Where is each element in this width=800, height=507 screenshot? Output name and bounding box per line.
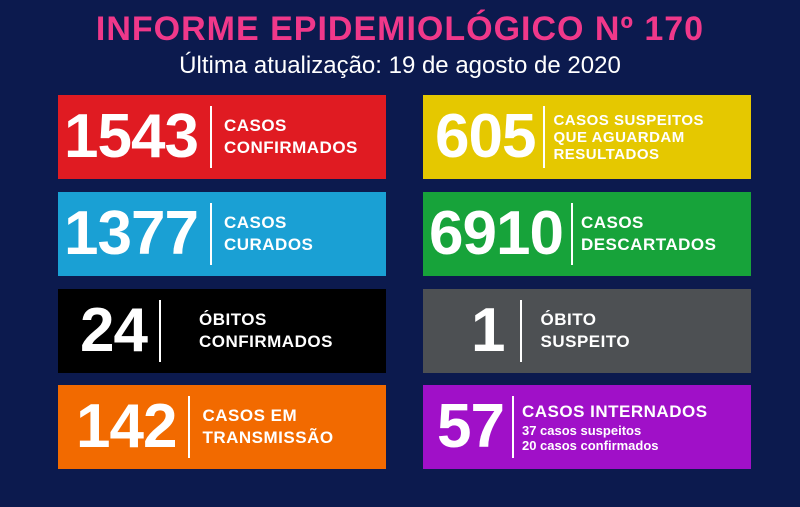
discarded-cases-value: 6910 xyxy=(429,199,564,268)
suspected-death-value: 1 xyxy=(471,296,505,365)
last-update-text: Última atualização: 19 de agosto de 2020 xyxy=(179,52,621,79)
suspected-cases-value: 605 xyxy=(435,102,536,171)
hospitalized-cases-value: 57 xyxy=(437,392,505,461)
recovered-cases-value: 1377 xyxy=(64,199,199,268)
confirmed-deaths-value: 24 xyxy=(80,296,148,365)
card-recovered-cases: 1377 CASOS CURADOS xyxy=(58,192,386,276)
hospitalized-cases-label: CASOS INTERNADOS 37 casos suspeitos 20 c… xyxy=(521,402,708,453)
confirmed-deaths-label: ÓBITOS CONFIRMADOS xyxy=(198,310,333,351)
card-divider xyxy=(188,396,191,458)
card-cases-in-transmission: 142 CASOS EM TRANSMISSÃO xyxy=(58,385,386,469)
card-hospitalized-cases: 57 CASOS INTERNADOS 37 casos suspeitos 2… xyxy=(423,385,751,469)
suspected-cases-label: CASOS SUSPEITOS QUE AGUARDAM RESULTADOS xyxy=(553,111,705,163)
transmission-cases-label: CASOS EM TRANSMISSÃO xyxy=(202,406,334,447)
discarded-cases-label: CASOS DESCARTADOS xyxy=(580,213,717,254)
card-divider xyxy=(209,106,212,168)
card-divider xyxy=(543,106,546,168)
card-divider xyxy=(570,203,573,265)
card-discarded-cases: 6910 CASOS DESCARTADOS xyxy=(423,192,751,276)
confirmed-cases-label: CASOS CONFIRMADOS xyxy=(223,116,358,157)
hospitalized-suspected-breakdown: 37 casos suspeitos xyxy=(521,423,642,438)
card-divider xyxy=(158,300,161,362)
card-divider xyxy=(520,300,523,362)
page-title: INFORME EPIDEMIOLÓGICO Nº 170 xyxy=(95,10,705,48)
confirmed-cases-value: 1543 xyxy=(64,102,199,171)
card-divider xyxy=(511,396,514,458)
card-suspected-cases: 605 CASOS SUSPEITOS QUE AGUARDAM RESULTA… xyxy=(423,95,751,179)
hospitalized-confirmed-breakdown: 20 casos confirmados xyxy=(521,438,659,453)
card-confirmed-cases: 1543 CASOS CONFIRMADOS xyxy=(58,95,386,179)
transmission-cases-value: 142 xyxy=(76,392,177,461)
card-divider xyxy=(209,203,212,265)
recovered-cases-label: CASOS CURADOS xyxy=(223,213,314,254)
suspected-death-label: ÓBITO SUSPEITO xyxy=(540,310,631,351)
card-confirmed-deaths: 24 ÓBITOS CONFIRMADOS xyxy=(58,289,386,373)
card-suspected-death: 1 ÓBITO SUSPEITO xyxy=(423,289,751,373)
